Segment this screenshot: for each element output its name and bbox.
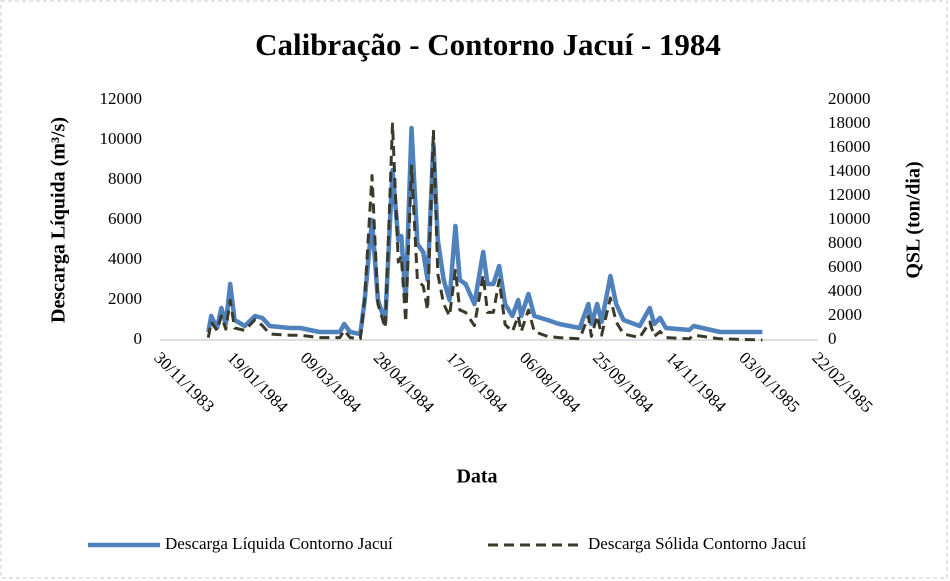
y-tick-label: 4000	[108, 249, 142, 268]
y-tick-label: 12000	[100, 89, 143, 108]
y2-tick-label: 8000	[828, 233, 862, 252]
y2-tick-label: 2000	[828, 305, 862, 324]
y2-tick-label: 14000	[828, 161, 871, 180]
y2-tick-label: 16000	[828, 137, 871, 156]
y-tick-label: 0	[134, 329, 143, 348]
series-line	[206, 125, 763, 337]
y-tick-label: 2000	[108, 289, 142, 308]
y2-axis-title: QSL (ton/dia)	[903, 161, 925, 278]
y2-tick-label: 6000	[828, 257, 862, 276]
y2-tick-label: 4000	[828, 281, 862, 300]
legend-label: Descarga Sólida Contorno Jacuí	[588, 534, 807, 553]
legend-label: Descarga Líquida Contorno Jacuí	[165, 534, 393, 553]
series-line	[206, 122, 763, 342]
y2-tick-label: 20000	[828, 89, 871, 108]
y-axis-title: Descarga Líquida (m³/s)	[48, 117, 70, 323]
x-axis-title: Data	[456, 466, 497, 488]
y2-tick-label: 0	[828, 329, 837, 348]
y-tick-label: 10000	[100, 129, 143, 148]
y-tick-label: 6000	[108, 209, 142, 228]
y2-tick-label: 12000	[828, 185, 871, 204]
y-tick-label: 8000	[108, 169, 142, 188]
y2-tick-label: 18000	[828, 113, 871, 132]
chart-title: Calibração - Contorno Jacuí - 1984	[255, 27, 721, 62]
y2-tick-label: 10000	[828, 209, 871, 228]
